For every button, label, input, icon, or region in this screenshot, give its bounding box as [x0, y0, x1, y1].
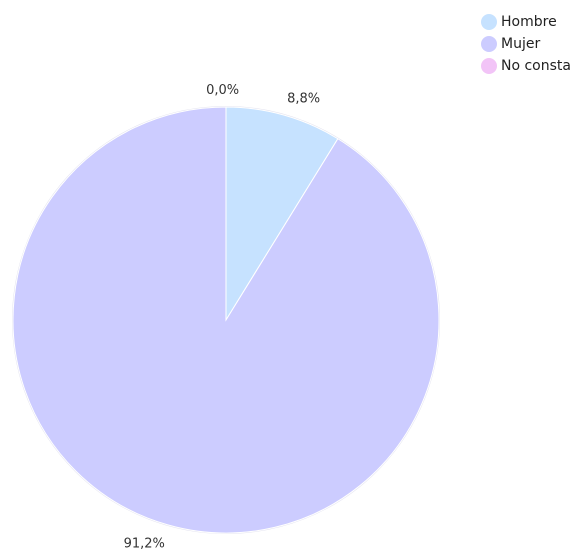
legend-swatch-mujer — [481, 36, 497, 52]
pie-slice-hombre — [225, 106, 339, 322]
legend-swatch-hombre — [481, 14, 497, 30]
pie-slice-mujer — [12, 106, 440, 534]
pie-label-no-consta: 0,0% — [206, 83, 239, 98]
legend-label-mujer: Mujer — [501, 36, 541, 52]
legend-item-mujer: Mujer — [481, 33, 571, 55]
legend-swatch-no-consta — [481, 58, 497, 74]
legend-item-no-consta: No consta — [481, 55, 571, 77]
pie-label-mujer: 91,2% — [124, 537, 165, 552]
chart-legend: Hombre Mujer No consta — [481, 11, 571, 77]
legend-item-hombre: Hombre — [481, 11, 571, 33]
pie-label-hombre: 8,8% — [287, 92, 320, 107]
legend-label-no-consta: No consta — [501, 58, 571, 74]
legend-label-hombre: Hombre — [501, 14, 557, 30]
pie-labels: 8,8% 91,2% 0,0% — [124, 83, 321, 552]
pie-slices — [12, 106, 440, 534]
